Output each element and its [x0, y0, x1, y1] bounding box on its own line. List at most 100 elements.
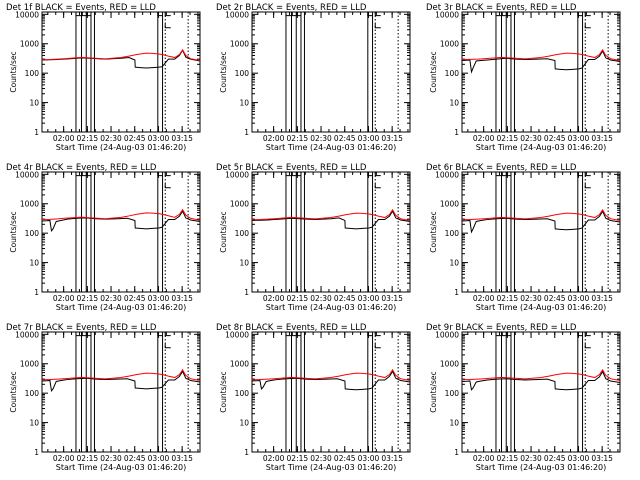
interval-bracket-mark — [367, 332, 373, 337]
interval-bracket-mark — [501, 12, 507, 17]
y-tick-label: 100 — [445, 229, 460, 238]
events-rate-line — [462, 49, 620, 74]
interval-bracket-mark — [291, 332, 297, 337]
x-tick-label: 03:00 — [568, 294, 590, 303]
y-axis-label: Counts/sec — [219, 371, 228, 412]
interval-bracket-mark — [164, 183, 171, 189]
interval-bracket-mark — [285, 172, 292, 177]
lld-rate-line — [462, 208, 620, 221]
x-tick-label: 02:00 — [263, 294, 285, 303]
interval-bracket-mark — [86, 12, 91, 17]
interval-bracket-mark — [75, 172, 82, 177]
x-tick-label: 03:00 — [358, 294, 380, 303]
x-tick-label: 02:00 — [263, 454, 285, 463]
x-axis-label: Start Time (24-Aug-03 01:46:20) — [56, 303, 187, 312]
events-rate-line — [462, 210, 620, 234]
x-tick-label: 02:45 — [544, 454, 566, 463]
y-tick-label: 10 — [239, 419, 249, 428]
x-tick-label: 02:30 — [310, 454, 332, 463]
x-tick-label: 03:00 — [568, 454, 590, 463]
x-tick-label: 02:15 — [497, 134, 519, 143]
x-tick-label: 02:15 — [497, 294, 519, 303]
x-axis-label: Start Time (24-Aug-03 01:46:20) — [476, 143, 607, 152]
y-tick-label: 100 — [25, 229, 40, 238]
interval-bracket-mark — [285, 332, 292, 337]
lld-rate-line — [252, 368, 410, 381]
y-tick-label: 10000 — [435, 330, 459, 339]
y-tick-label: 1 — [454, 288, 459, 297]
x-tick-label: 02:30 — [520, 294, 542, 303]
y-tick-label: 10000 — [225, 170, 249, 179]
y-tick-label: 10000 — [225, 330, 249, 339]
x-tick-label: 02:00 — [473, 454, 495, 463]
y-tick-label: 1 — [34, 448, 39, 457]
interval-bracket-mark — [584, 23, 591, 29]
y-axis-label: Counts/sec — [9, 51, 18, 92]
plot-frame — [251, 171, 411, 293]
x-tick-label: 02:00 — [263, 134, 285, 143]
events-rate-line — [42, 370, 200, 393]
interval-bracket-mark — [584, 183, 591, 189]
interval-bracket-mark — [584, 172, 591, 177]
interval-bracket-mark — [367, 12, 373, 17]
plot-area — [462, 12, 620, 132]
y-tick-label: 1 — [34, 128, 39, 137]
x-tick-label: 03:15 — [381, 294, 403, 303]
interval-bracket-mark — [495, 172, 502, 177]
plot-frame — [41, 331, 201, 453]
x-tick-label: 02:15 — [497, 454, 519, 463]
y-axis-label: Counts/sec — [9, 371, 18, 412]
y-tick-label: 10000 — [225, 10, 249, 19]
y-tick-label: 1000 — [230, 40, 249, 49]
x-tick-label: 02:00 — [53, 134, 75, 143]
interval-bracket-mark — [291, 172, 297, 177]
plot-frame — [461, 171, 621, 293]
x-tick-label: 03:15 — [591, 294, 613, 303]
panel-title: Det 2r BLACK = Events, RED = LLD — [216, 3, 367, 13]
plot-area — [285, 12, 399, 132]
interval-bracket-mark — [577, 12, 583, 17]
y-tick-label: 100 — [235, 69, 250, 78]
interval-bracket-mark — [506, 332, 511, 337]
plot-area — [462, 332, 620, 452]
lld-rate-line — [42, 368, 200, 381]
y-tick-label: 100 — [25, 389, 40, 398]
interval-bracket-mark — [164, 332, 171, 337]
interval-bracket-mark — [506, 12, 511, 17]
x-tick-label: 02:15 — [77, 454, 99, 463]
lld-rate-line — [462, 48, 620, 61]
x-tick-label: 02:30 — [100, 134, 122, 143]
interval-bracket-mark — [157, 172, 163, 177]
y-tick-label: 10 — [29, 99, 39, 108]
events-rate-line — [42, 210, 200, 233]
interval-bracket-mark — [577, 172, 583, 177]
x-tick-label: 02:15 — [77, 294, 99, 303]
plot-area — [42, 172, 200, 292]
x-tick-label: 02:15 — [287, 134, 309, 143]
detector-panel-6: Det 6r BLACK = Events, RED = LLD 1 10 100 10… — [426, 163, 621, 312]
panel-title: Det 5r BLACK = Events, RED = LLD — [216, 163, 367, 173]
interval-bracket-mark — [285, 12, 292, 17]
interval-bracket-mark — [495, 332, 502, 337]
x-axis-label: Start Time (24-Aug-03 01:46:20) — [56, 143, 187, 152]
detector-panel-8: Det 8r BLACK = Events, RED = LLD 1 10 100 10… — [216, 323, 411, 472]
y-axis-label: Counts/sec — [429, 211, 438, 252]
interval-bracket-mark — [296, 332, 301, 337]
interval-bracket-mark — [495, 12, 502, 17]
x-tick-label: 02:30 — [310, 294, 332, 303]
interval-bracket-mark — [164, 343, 171, 349]
panel-title: Det 7r BLACK = Events, RED = LLD — [6, 323, 157, 333]
x-tick-label: 02:30 — [520, 134, 542, 143]
x-tick-label: 03:00 — [358, 454, 380, 463]
x-tick-label: 03:00 — [148, 134, 170, 143]
y-tick-label: 100 — [235, 229, 250, 238]
x-tick-label: 03:00 — [358, 134, 380, 143]
interval-bracket-mark — [374, 343, 381, 349]
plot-frame — [461, 11, 621, 133]
plot-frame — [41, 11, 201, 133]
y-tick-label: 10 — [29, 259, 39, 268]
x-tick-label: 02:30 — [100, 454, 122, 463]
x-tick-label: 03:15 — [591, 134, 613, 143]
x-tick-label: 03:15 — [171, 294, 193, 303]
